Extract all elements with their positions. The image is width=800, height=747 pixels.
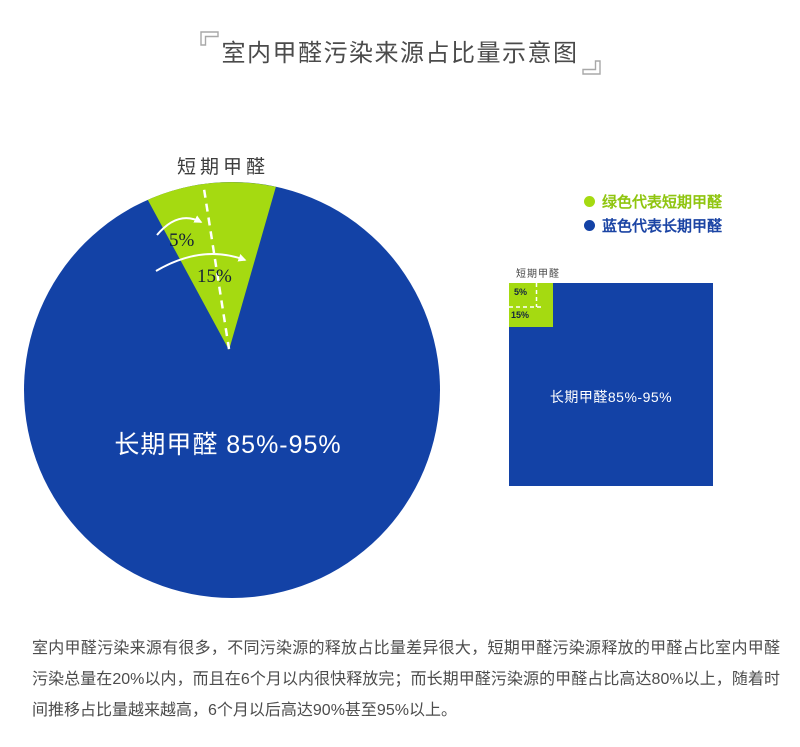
legend-label-short-term: 绿色代表短期甲醛 [602,194,723,211]
square-center-label: 长期甲醛85%-95% [549,389,673,405]
legend-blue-dot-icon [584,220,595,231]
pie-pct15-label: 15% [197,266,232,287]
legend-item-long-term: 蓝色代表长期甲醛 [584,216,722,235]
corner-bracket-bottom-right-icon [581,60,601,75]
legend-green-dot-icon [584,196,595,207]
square-pct5-label: 5% [514,287,528,297]
legend-item-short-term: 绿色代表短期甲醛 [584,192,722,211]
square-pct15-label: 15% [511,310,530,320]
pie-pct5-label: 5% [169,230,195,251]
pie-slice-label: 短期甲醛 [177,157,270,178]
pie-arrow-15pct-icon [155,253,247,272]
pie-dashed-divider-line [200,175,231,350]
square-region-short-term [509,283,553,327]
description-paragraph: 室内甲醛污染来源有很多，不同污染源的释放占比量差异很大，短期甲醛污染源释放的甲醛… [32,640,780,719]
page-title: 室内甲醛污染来源占比量示意图 [221,40,579,67]
square-top-label: 短期甲醛 [516,269,560,280]
corner-bracket-top-left-icon [199,31,219,46]
pie-arrow-5pct-icon [156,215,203,236]
pie-slice-long-term [24,182,440,598]
pie-slice-short-term [147,182,276,350]
page-title-block: 室内甲醛污染来源占比量示意图 [0,31,800,75]
legend: 绿色代表短期甲醛 蓝色代表长期甲醛 [584,192,722,240]
legend-label-long-term: 蓝色代表长期甲醛 [602,218,723,235]
pie-center-label: 长期甲醛 85%-95% [114,431,342,459]
